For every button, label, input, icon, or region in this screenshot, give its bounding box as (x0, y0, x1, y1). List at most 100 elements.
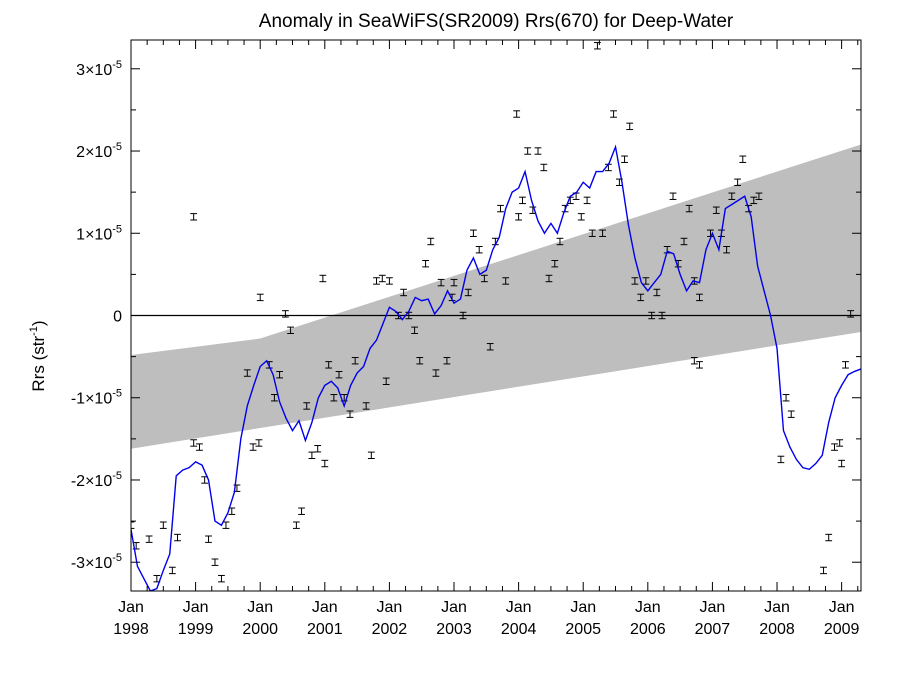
y-tick-label: -1×10-5 (71, 388, 122, 408)
data-point (145, 535, 153, 543)
data-point (534, 147, 542, 155)
x-tick-label-year: 2007 (695, 621, 731, 638)
data-point (551, 259, 559, 268)
data-point (734, 178, 742, 186)
data-point (459, 311, 467, 320)
data-point (205, 535, 212, 543)
data-point (432, 369, 440, 377)
data-point (540, 163, 548, 172)
x-tick-label-month: Jan (570, 599, 596, 616)
x-tick-label-year: 2005 (565, 621, 601, 638)
x-axis: Jan 1998 Jan 1999 Jan 2000 Jan 2001 Jan 2002 Jan 20… (113, 40, 860, 638)
x-tick-label-month: Jan (312, 599, 338, 616)
data-point (842, 361, 849, 369)
data-point (519, 196, 526, 205)
x-tick-label-year: 2000 (242, 621, 278, 638)
data-point (787, 410, 795, 418)
data-point (190, 439, 198, 447)
data-point (276, 371, 283, 379)
y-tick-label: 3×10-5 (76, 59, 122, 79)
data-point (292, 521, 300, 529)
data-point (515, 213, 523, 221)
data-point (502, 277, 510, 285)
data-point (820, 566, 827, 575)
data-point (211, 558, 219, 566)
data-point (825, 533, 833, 542)
x-tick-label-year: 1998 (113, 621, 149, 638)
data-point (524, 147, 532, 155)
data-point (325, 361, 333, 369)
data-point (556, 237, 564, 246)
data-point (174, 533, 181, 542)
trend-band-layer (131, 144, 861, 449)
data-point (330, 394, 338, 402)
data-point (255, 439, 263, 447)
data-point (321, 459, 329, 468)
x-tick-label-year: 2001 (307, 621, 343, 638)
data-point (475, 246, 483, 254)
data-point (755, 192, 763, 200)
data-point (782, 394, 790, 402)
x-tick-label-year: 2006 (630, 621, 666, 638)
y-axis-label: Rrs (str-1) (28, 320, 48, 391)
data-point (400, 288, 408, 297)
data-point (168, 566, 176, 575)
data-point (626, 122, 634, 131)
data-point (450, 278, 458, 287)
x-tick-label-year: 2003 (436, 621, 472, 638)
data-point (222, 521, 230, 529)
x-tick-label-month: Jan (829, 599, 855, 616)
data-point (367, 451, 375, 460)
data-point (319, 274, 327, 283)
x-tick-label-month: Jan (118, 599, 144, 616)
data-point (314, 445, 322, 453)
x-tick-label-year: 2004 (501, 621, 537, 638)
data-point (281, 310, 289, 318)
data-point (497, 204, 504, 213)
y-tick-label: -3×10-5 (71, 552, 122, 572)
data-point (648, 311, 656, 320)
data-point (416, 357, 424, 365)
y-tick-label: 1×10-5 (76, 223, 122, 243)
data-point (303, 402, 311, 410)
data-point (469, 229, 477, 237)
data-point (131, 521, 135, 529)
data-point (728, 192, 736, 200)
data-point (386, 277, 393, 285)
data-point (739, 155, 747, 163)
y-tick-label: -2×10-5 (71, 470, 122, 490)
data-point (831, 443, 838, 451)
data-point (411, 326, 419, 335)
data-point (723, 246, 731, 254)
data-point (642, 277, 650, 285)
data-point (712, 206, 720, 214)
running-mean-layer (131, 144, 861, 591)
data-point (777, 455, 785, 464)
y-tick-label: 2×10-5 (76, 141, 122, 161)
x-tick-label-year: 2008 (759, 621, 795, 638)
data-point (335, 371, 343, 379)
y-axis: -3×10-5 -2×10-5 -1×10-5 0 1×10-5 2×10-5 3×10-5 (71, 59, 861, 572)
data-point (588, 229, 596, 237)
data-point (287, 326, 294, 335)
x-tick-label-year: 1999 (178, 621, 214, 638)
data-point (382, 377, 390, 385)
x-tick-label-month: Jan (441, 599, 467, 616)
x-tick-label-month: Jan (377, 599, 403, 616)
data-point (308, 451, 316, 460)
data-point (583, 196, 591, 205)
data-point (669, 192, 677, 200)
x-tick-label-year: 2002 (372, 621, 408, 638)
data-point (680, 237, 688, 246)
data-point (378, 274, 386, 283)
data-point (351, 357, 359, 365)
data-point (750, 196, 758, 205)
data-point (685, 204, 693, 213)
data-point (696, 293, 703, 302)
data-point (631, 277, 639, 285)
data-point (637, 293, 645, 302)
x-tick-label-month: Jan (764, 599, 790, 616)
data-points-layer (131, 42, 855, 583)
data-point (362, 402, 370, 410)
